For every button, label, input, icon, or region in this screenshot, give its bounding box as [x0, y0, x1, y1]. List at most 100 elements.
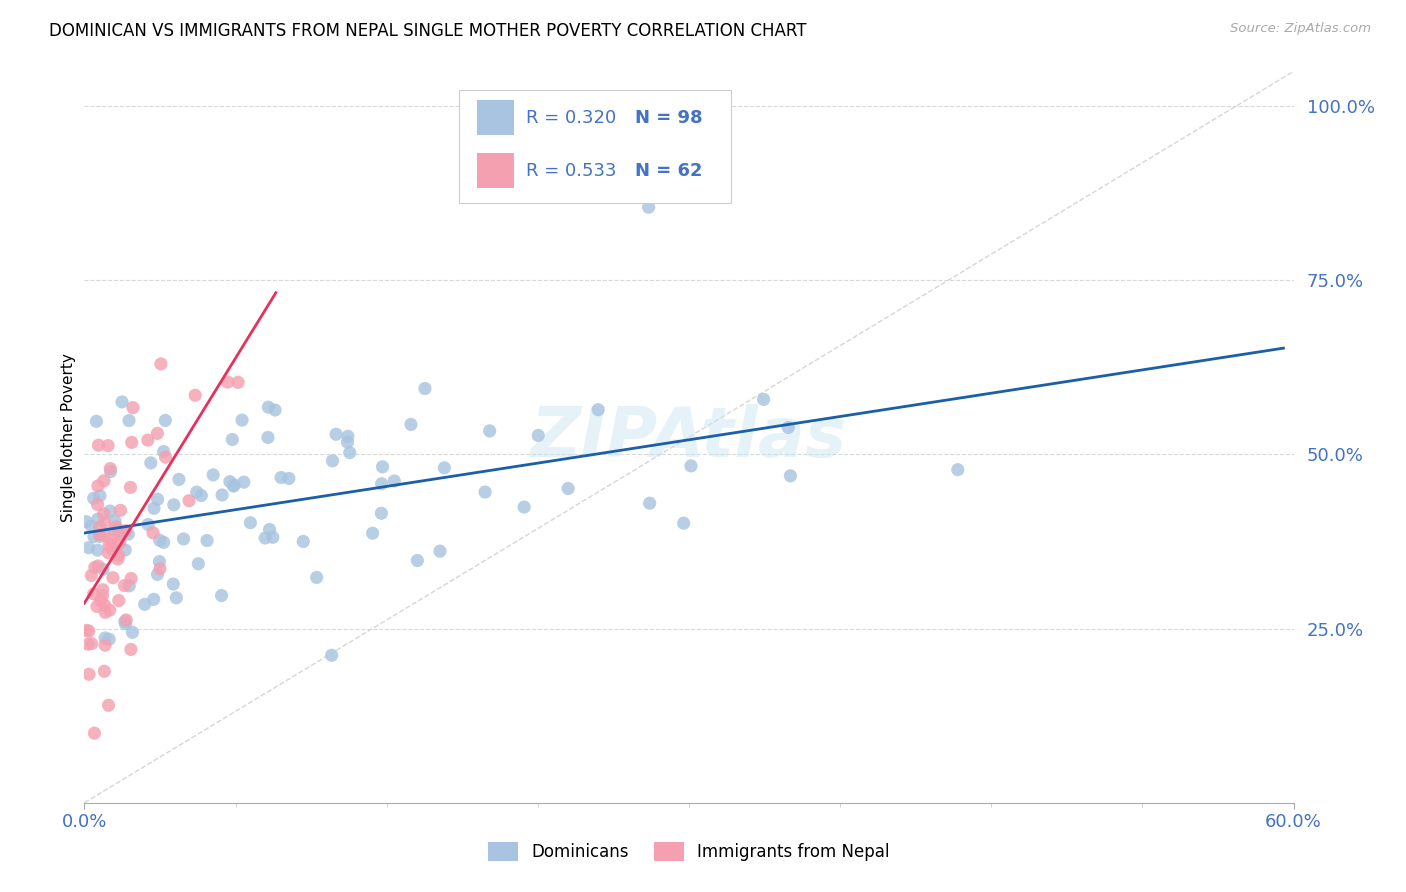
- Point: [90, 594, 112, 608]
- Point: [107, 524, 129, 538]
- Point: [527, 428, 550, 442]
- Point: [94, 516, 117, 530]
- Point: [177, 493, 200, 508]
- Point: [94, 631, 117, 645]
- Point: [87, 438, 110, 452]
- Point: [93, 598, 115, 612]
- Point: [120, 480, 142, 494]
- Point: [339, 445, 361, 459]
- Point: [149, 562, 172, 576]
- Point: [80, 568, 103, 582]
- Point: [146, 567, 169, 582]
- Point: [184, 388, 207, 402]
- Point: [155, 450, 177, 464]
- Point: [122, 401, 145, 415]
- Point: [146, 492, 169, 507]
- Point: [76, 624, 98, 638]
- Point: [98, 632, 121, 647]
- Point: [187, 557, 209, 571]
- Point: [93, 474, 115, 488]
- Point: [93, 507, 115, 521]
- Point: [211, 488, 233, 502]
- Point: [110, 503, 132, 517]
- Point: [87, 558, 110, 573]
- Point: [93, 528, 115, 542]
- Point: [114, 578, 136, 592]
- Point: [87, 512, 110, 526]
- Point: [143, 501, 166, 516]
- Point: [218, 475, 240, 489]
- Point: [148, 555, 170, 569]
- Point: [136, 433, 159, 447]
- Point: [107, 524, 129, 538]
- Point: [136, 517, 159, 532]
- Point: [107, 552, 129, 566]
- Point: [98, 504, 121, 518]
- Text: R = 0.320: R = 0.320: [526, 109, 616, 127]
- Point: [305, 570, 328, 584]
- Point: [110, 528, 132, 542]
- Point: [167, 472, 190, 486]
- Text: R = 0.533: R = 0.533: [526, 161, 616, 180]
- Point: [86, 498, 108, 512]
- Point: [134, 598, 156, 612]
- Point: [89, 520, 111, 534]
- Point: [149, 357, 172, 371]
- Point: [101, 536, 124, 550]
- Point: [779, 468, 801, 483]
- Point: [165, 591, 187, 605]
- Point: [83, 726, 105, 740]
- Point: [97, 698, 120, 713]
- Text: N = 62: N = 62: [634, 161, 702, 180]
- Point: [292, 534, 315, 549]
- Text: ZIPAtlas: ZIPAtlas: [531, 403, 846, 471]
- Point: [478, 424, 501, 438]
- Point: [146, 426, 169, 441]
- Point: [232, 475, 254, 490]
- Point: [108, 536, 131, 550]
- Point: [325, 427, 347, 442]
- Point: [87, 479, 110, 493]
- Point: [264, 403, 287, 417]
- Point: [149, 533, 172, 548]
- Point: [224, 478, 246, 492]
- Point: [121, 625, 143, 640]
- Point: [114, 543, 136, 558]
- Text: N = 98: N = 98: [634, 109, 702, 127]
- Point: [114, 616, 136, 631]
- Point: [100, 465, 122, 479]
- Legend: Dominicans, Immigrants from Nepal: Dominicans, Immigrants from Nepal: [481, 835, 897, 868]
- Point: [336, 435, 359, 450]
- Point: [221, 433, 243, 447]
- Point: [93, 665, 115, 679]
- FancyBboxPatch shape: [460, 90, 731, 203]
- Point: [336, 429, 359, 443]
- Point: [429, 544, 451, 558]
- Point: [195, 533, 218, 548]
- Point: [361, 526, 384, 541]
- Point: [80, 636, 103, 650]
- Point: [94, 605, 117, 619]
- Point: [115, 613, 138, 627]
- Point: [111, 395, 134, 409]
- Point: [105, 520, 128, 534]
- Point: [77, 624, 100, 639]
- Point: [91, 562, 114, 576]
- Point: [321, 648, 343, 663]
- Point: [406, 553, 429, 567]
- Point: [94, 638, 117, 652]
- Point: [152, 444, 174, 458]
- Point: [107, 593, 129, 607]
- Point: [89, 529, 111, 543]
- Point: [752, 392, 775, 407]
- Point: [115, 524, 138, 538]
- Point: [83, 530, 105, 544]
- Point: [118, 413, 141, 427]
- Point: [239, 516, 262, 530]
- Point: [370, 506, 392, 520]
- Point: [557, 482, 579, 496]
- Y-axis label: Single Mother Poverty: Single Mother Poverty: [60, 352, 76, 522]
- Point: [101, 571, 124, 585]
- Point: [637, 200, 659, 214]
- Point: [75, 515, 97, 529]
